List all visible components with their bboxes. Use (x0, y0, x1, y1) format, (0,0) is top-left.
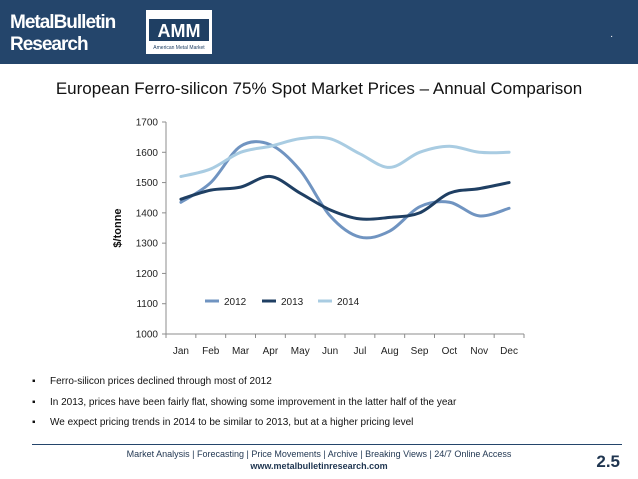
x-tick-label: Nov (470, 346, 488, 357)
series-line-2013 (179, 175, 511, 221)
amm-logo: AMM American Metal Market (146, 10, 212, 54)
series-lines (179, 135, 511, 240)
series-line-2012 (179, 140, 511, 240)
bullet-item: In 2013, prices have been fairly flat, s… (32, 396, 622, 417)
series-line-2014 (179, 135, 511, 179)
x-tick-label: Mar (232, 346, 250, 357)
x-tick-label: Oct (442, 346, 458, 357)
bullet-item: Ferro-silicon prices declined through mo… (32, 375, 622, 396)
amm-logo-text: AMM (158, 21, 201, 41)
x-tick-label: Aug (381, 346, 399, 357)
legend: 2012 2013 2014 (205, 297, 360, 308)
chart-title: European Ferro-silicon 75% Spot Market P… (55, 79, 583, 98)
x-axis: Jan Feb Mar Apr May Jun Jul Aug Sep Oct Nov Dec (165, 333, 525, 357)
metal-bulletin-research-logo: MetalBulletin Research (10, 12, 117, 55)
y-tick-label: 1100 (136, 299, 158, 310)
footer-divider (32, 444, 622, 445)
y-axis-title: $/tonne (112, 208, 124, 247)
y-tick-label: 1000 (136, 330, 159, 341)
legend-label-2012: 2012 (224, 297, 247, 308)
bullet-list: Ferro-silicon prices declined through mo… (32, 375, 622, 437)
header-dot: . (610, 29, 613, 40)
legend-label-2013: 2013 (281, 297, 304, 308)
page-number: 2.5 (596, 452, 620, 471)
x-tick-label: Dec (500, 346, 518, 357)
y-tick-label: 1700 (136, 118, 159, 129)
y-tick-label: 1400 (136, 208, 159, 219)
x-tick-label: May (291, 346, 310, 357)
bullet-item: We expect pricing trends in 2014 to be s… (32, 416, 622, 437)
y-tick-label: 1500 (136, 178, 159, 189)
x-tick-label: Sep (411, 346, 429, 357)
x-tick-label: Feb (202, 346, 220, 357)
footer-url[interactable]: www.metalbulletinresearch.com (250, 461, 388, 471)
header-band: MetalBulletin Research AMM American Meta… (0, 0, 638, 64)
x-tick-label: Apr (263, 346, 279, 357)
amm-tagline: American Metal Market (153, 45, 205, 51)
brand-line2: Research (10, 34, 88, 55)
x-tick-label: Jun (322, 346, 338, 357)
footer-nav: Market Analysis | Forecasting | Price Mo… (126, 449, 512, 459)
x-tick-label: Jul (354, 346, 367, 357)
brand-line1: MetalBulletin (10, 12, 116, 33)
legend-label-2014: 2014 (337, 297, 360, 308)
y-tick-label: 1600 (136, 148, 159, 159)
y-axis: 1000 1100 1200 1300 1400 1500 1600 1700 (136, 118, 167, 341)
price-chart: 1000 1100 1200 1300 1400 1500 1600 1700 Jan Feb M… (112, 118, 525, 357)
y-tick-label: 1300 (136, 239, 159, 250)
y-tick-label: 1200 (136, 269, 159, 280)
x-tick-label: Jan (173, 346, 189, 357)
